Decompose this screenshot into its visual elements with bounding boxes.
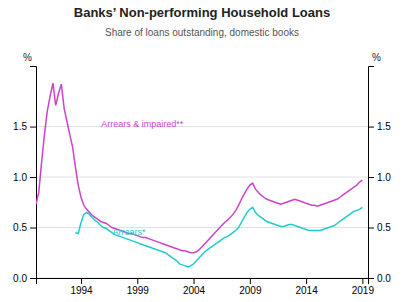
tick-mark [368, 177, 374, 178]
grid [36, 127, 368, 278]
tick-label: 2009 [239, 285, 262, 296]
tick: 1.5 [368, 121, 391, 132]
tick-label: 1999 [127, 285, 150, 296]
tick: 2009 [239, 278, 262, 296]
tick-mark [250, 278, 251, 284]
tick-label: 1.5 [377, 121, 391, 132]
tick-mark [137, 278, 138, 284]
grid-line [36, 227, 368, 228]
tick-mark [30, 228, 36, 229]
tick: 1.0 [368, 172, 391, 183]
tick-label: 1994 [70, 285, 93, 296]
tick-label: 1.0 [13, 172, 27, 183]
tick: 0.5 [13, 222, 36, 233]
y-axis: 0.0 0.5 1.0 1.5 [13, 67, 36, 284]
tick-mark [81, 278, 82, 284]
tick: 1.5 [13, 121, 36, 132]
tick: 1999 [127, 278, 150, 296]
tick-label: 0.5 [13, 222, 27, 233]
tick-mark [362, 278, 363, 284]
subtitle: Share of loans outstanding, domestic boo… [105, 27, 299, 38]
tick-label: 0.5 [377, 222, 391, 233]
plot-area [36, 83, 362, 267]
tick: 0.5 [368, 222, 391, 233]
series-line [36, 83, 362, 253]
tick: 2014 [295, 278, 318, 296]
tick: 2004 [183, 278, 206, 296]
title: Banks’ Non-performing Household Loans [74, 5, 330, 20]
tick: 0.0 [368, 273, 391, 284]
series-line [75, 207, 362, 267]
axis-line [30, 67, 37, 279]
tick: 1994 [70, 278, 93, 296]
tick-label: 1.5 [13, 121, 27, 132]
tick-mark [306, 278, 307, 284]
tick-mark [368, 228, 374, 229]
x-axis: 1994 1999 2004 2009 2014 2019 [37, 278, 375, 296]
tick: 0.0 [13, 273, 36, 284]
tick-mark [30, 278, 36, 279]
tick-label: 2014 [295, 285, 318, 296]
chart: Banks’ Non-performing Household Loans Sha… [0, 0, 404, 302]
annotation: Arrears & impaired** [101, 119, 184, 129]
tick-mark [194, 278, 195, 284]
tick-label: 0.0 [13, 273, 27, 284]
tick: 2019 [352, 278, 375, 296]
tick-label: 1.0 [377, 172, 391, 183]
tick: 1.0 [13, 172, 36, 183]
y-axis-label: % [23, 52, 32, 63]
grid-line [36, 177, 368, 178]
y2-axis: 0.0 0.5 1.0 1.5 [368, 67, 391, 284]
tick-mark [30, 177, 36, 178]
tick-mark [368, 278, 374, 279]
tick-mark [30, 127, 36, 128]
tick-label: 0.0 [377, 273, 391, 284]
grid-line [36, 126, 368, 127]
tick-mark [368, 127, 374, 128]
axis-line [369, 67, 375, 279]
tick-label: 2004 [183, 285, 206, 296]
annotation: Arrears* [113, 227, 147, 237]
axis-line [37, 279, 369, 285]
tick-label: 2019 [352, 285, 375, 296]
y2-axis-label: % [372, 52, 381, 63]
